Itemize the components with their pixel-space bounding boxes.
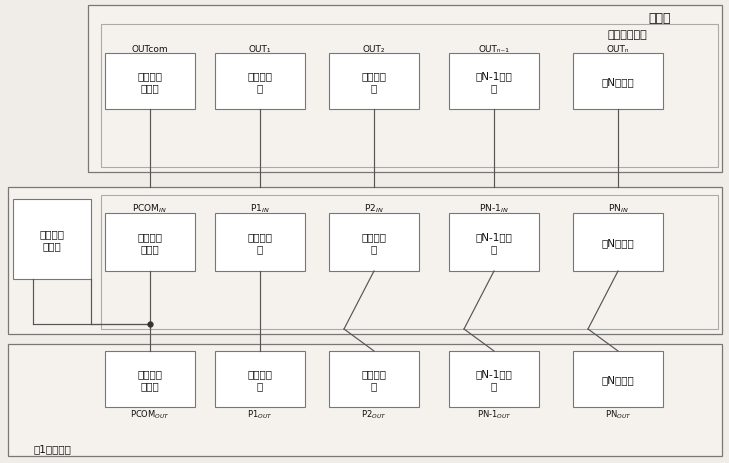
Text: OUT₁: OUT₁ (249, 44, 271, 53)
Bar (573, 54, 663, 110)
Bar (105, 213, 195, 271)
Bar (573, 213, 663, 271)
Bar (13, 200, 91, 279)
Bar (449, 351, 539, 407)
Text: 主控板: 主控板 (649, 12, 671, 25)
Text: 第N-1输出
端: 第N-1输出 端 (475, 71, 512, 93)
Bar (105, 54, 195, 110)
Bar (105, 351, 195, 407)
Text: PN$_{IN}$: PN$_{IN}$ (608, 202, 628, 215)
Bar (573, 351, 663, 407)
Text: 第二输出
端: 第二输出 端 (362, 369, 386, 390)
Bar (8, 344, 722, 456)
Text: P1$_{IN}$: P1$_{IN}$ (250, 202, 270, 215)
Bar (215, 351, 305, 407)
Text: 信号输出单元: 信号输出单元 (607, 30, 647, 40)
Bar (215, 213, 305, 271)
Text: OUTcom: OUTcom (132, 44, 168, 53)
Text: PN-1$_{OUT}$: PN-1$_{OUT}$ (477, 408, 511, 420)
Text: 第一输入
端: 第一输入 端 (248, 232, 273, 253)
Text: 第N-1输出
端: 第N-1输出 端 (475, 369, 512, 390)
Text: PN-1$_{IN}$: PN-1$_{IN}$ (479, 202, 509, 215)
Text: OUT₂: OUT₂ (363, 44, 385, 53)
Text: OUTₙ: OUTₙ (607, 44, 629, 53)
Text: 第N-1输入
端: 第N-1输入 端 (475, 232, 512, 253)
Text: PCOM$_{IN}$: PCOM$_{IN}$ (133, 202, 168, 215)
Text: 第N输出端: 第N输出端 (601, 374, 634, 384)
Text: 功率模块
主电路: 功率模块 主电路 (39, 229, 64, 250)
Bar (215, 54, 305, 110)
Text: 公共信号
输出端: 公共信号 输出端 (138, 71, 163, 93)
Text: 第二输出
端: 第二输出 端 (362, 71, 386, 93)
Text: PN$_{OUT}$: PN$_{OUT}$ (605, 408, 631, 420)
Text: 第1功率模块: 第1功率模块 (33, 443, 71, 453)
Text: 公共信号
输入端: 公共信号 输入端 (138, 232, 163, 253)
Bar (329, 351, 419, 407)
Bar (449, 54, 539, 110)
Text: 公共信号
输出端: 公共信号 输出端 (138, 369, 163, 390)
Text: 第一输出
端: 第一输出 端 (248, 369, 273, 390)
Bar (88, 6, 722, 173)
Text: OUTₙ₋₁: OUTₙ₋₁ (478, 44, 510, 53)
Text: P2$_{IN}$: P2$_{IN}$ (364, 202, 384, 215)
Text: 第一输出
端: 第一输出 端 (248, 71, 273, 93)
Text: P2$_{OUT}$: P2$_{OUT}$ (362, 408, 386, 420)
Text: 第N输入端: 第N输入端 (601, 238, 634, 247)
Bar (101, 25, 718, 168)
Bar (449, 213, 539, 271)
Bar (329, 54, 419, 110)
Bar (8, 188, 722, 334)
Bar (329, 213, 419, 271)
Text: 第二输入
端: 第二输入 端 (362, 232, 386, 253)
Text: PCOM$_{OUT}$: PCOM$_{OUT}$ (130, 408, 170, 420)
Text: 第N输出端: 第N输出端 (601, 77, 634, 87)
Text: P1$_{OUT}$: P1$_{OUT}$ (247, 408, 273, 420)
Bar (101, 195, 718, 329)
